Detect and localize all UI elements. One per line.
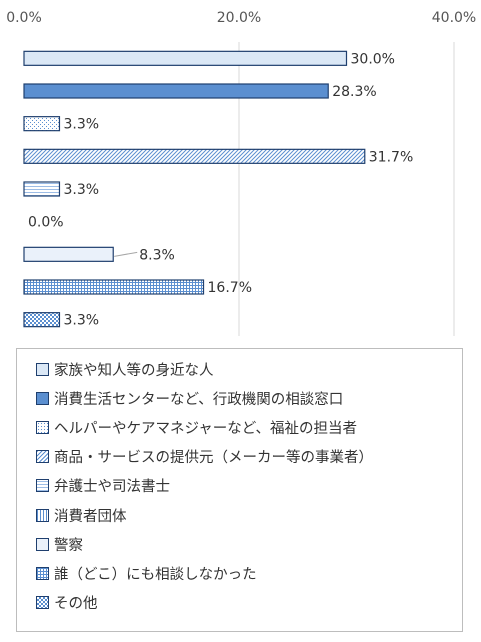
legend-label: ヘルパーやケアマネジャーなど、福祉の担当者 [54,420,358,437]
legend-label: 弁護士や司法書士 [54,479,170,496]
chart-legend: 家族や知人等の身近な人消費生活センターなど、行政機関の相談窓口 ヘルパーやケアマネ… [16,348,463,632]
legend-item: 商品・サービスの提供元（メーカー等の事業者） [36,447,373,467]
legend-item: 警察 [36,534,83,554]
data-label: 16.7% [208,280,252,296]
legend-swatch [36,391,49,405]
bar [23,116,61,132]
legend-label: 商品・サービスの提供元（メーカー等の事業者） [54,450,373,467]
legend-swatch [36,508,49,522]
legend-swatch [36,537,49,551]
bar [23,312,61,328]
legend-item: 誰（どこ）にも相談しなかった [36,563,257,583]
legend-swatch [36,450,49,464]
legend-label: 家族や知人等の身近な人 [54,362,214,379]
bar [23,50,348,66]
legend-label: 警察 [54,537,83,554]
data-label: 3.3% [63,117,99,133]
data-label: 8.3% [139,247,175,263]
data-label: 3.3% [63,182,99,198]
data-label: 28.3% [332,84,376,100]
legend-swatch [36,479,49,493]
legend-item: ヘルパーやケアマネジャーなど、福祉の担当者 [36,417,357,437]
bar [23,181,61,197]
legend-label: その他 [54,596,98,613]
legend-label: 誰（どこ）にも相談しなかった [54,566,257,583]
data-label: 30.0% [351,51,395,67]
legend-item: 消費生活センターなど、行政機関の相談窓口 [36,388,343,408]
bar [23,279,205,295]
leader-line [114,251,138,257]
bar [23,148,366,164]
legend-swatch [36,362,49,376]
x-tick-label: 0.0% [6,10,42,26]
data-label: 31.7% [369,149,413,165]
x-tick-label: 20.0% [217,10,261,26]
legend-swatch [36,420,49,434]
data-label: 0.0% [28,215,64,231]
bar-chart: 0.0% 20.0% 40.0% 30.0% 28.3% 3.3% 31.7% 3.3% 0.… [6,10,476,336]
legend-swatch [36,596,49,610]
bar [23,83,329,99]
legend-item: その他 [36,593,98,613]
legend-swatch [36,566,49,580]
data-label: 3.3% [63,313,99,329]
legend-label: 消費生活センターなど、行政機関の相談窓口 [54,391,344,408]
legend-item: 家族や知人等の身近な人 [36,359,214,379]
x-tick-label: 40.0% [432,10,476,26]
legend-label: 消費者団体 [54,508,127,525]
bar [23,246,114,262]
legend-item: 消費者団体 [36,505,127,525]
legend-item: 弁護士や司法書士 [36,476,170,496]
